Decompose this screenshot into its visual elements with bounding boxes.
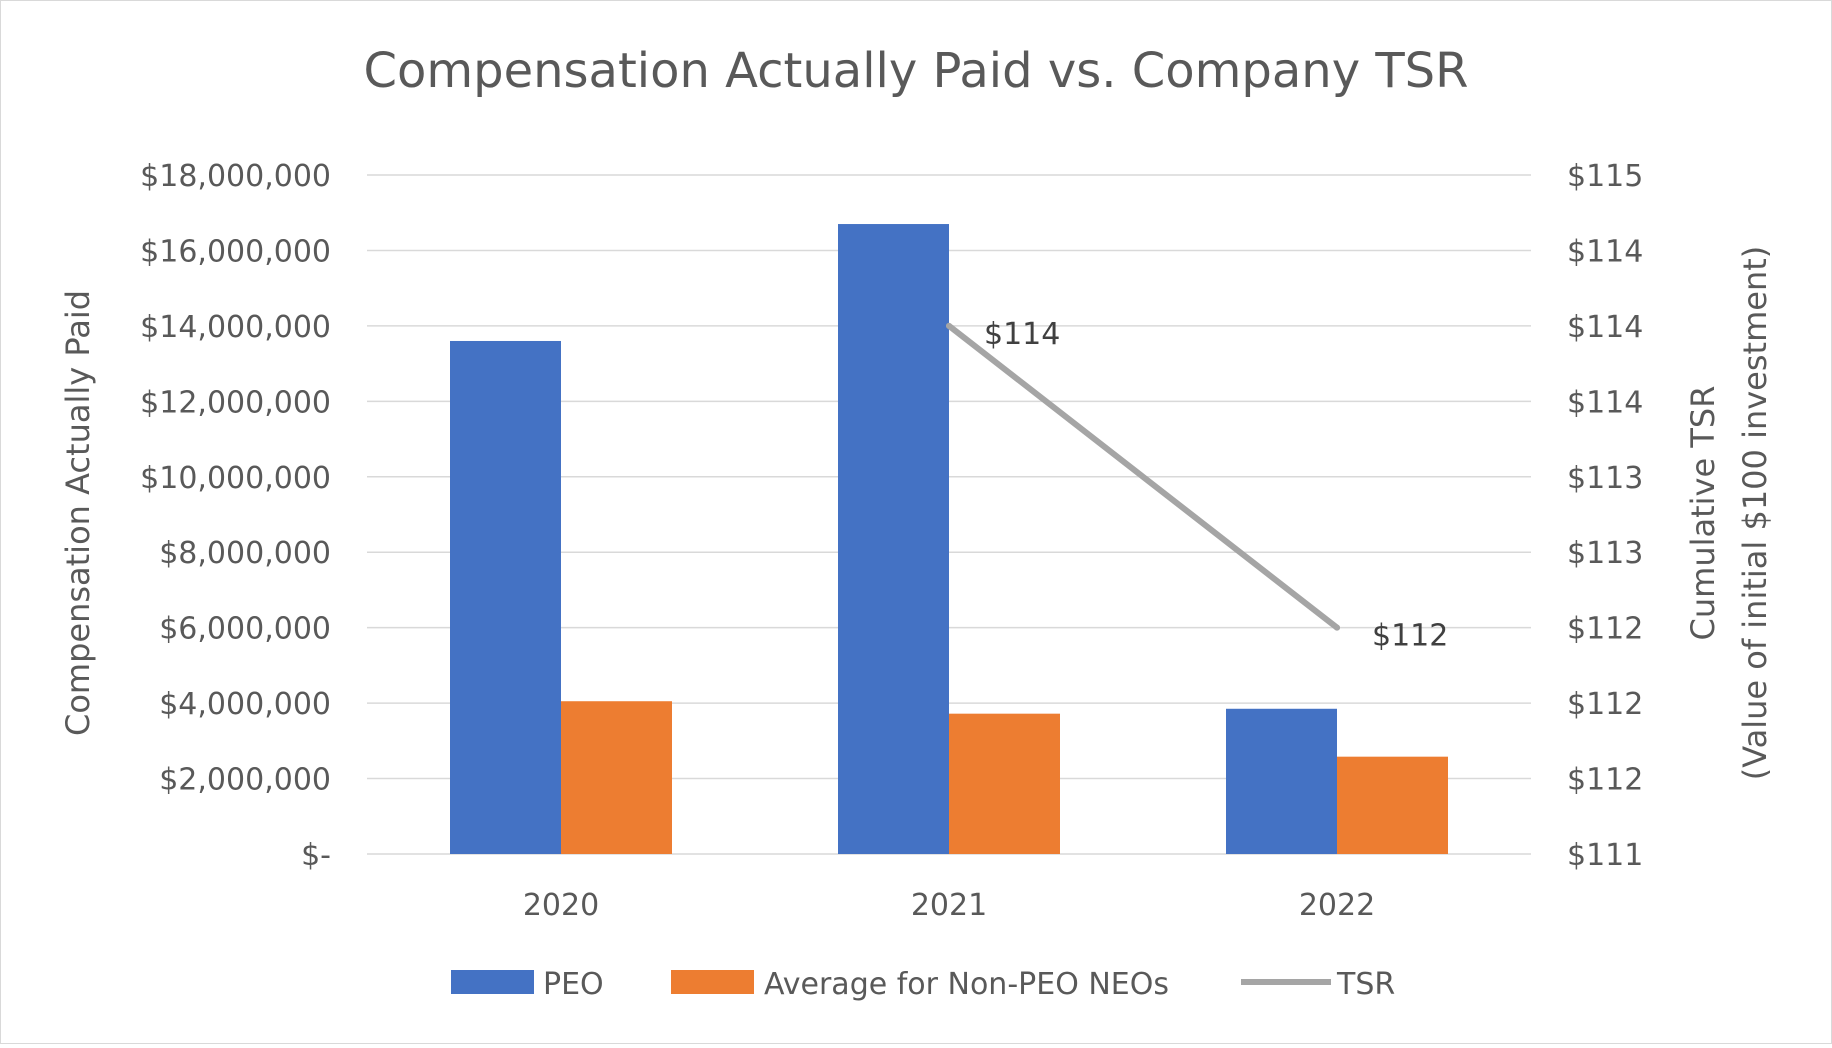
bar-peo-2021 bbox=[838, 224, 949, 855]
y-tick-label-7: $14,000,000 bbox=[140, 310, 331, 345]
y-tick-label-9: $18,000,000 bbox=[140, 159, 331, 194]
left-axis-ticks: $- $2,000,000 $4,000,000 $6,000,000 $8,000,0… bbox=[140, 159, 331, 873]
tsr-line-layer: $114 $112 bbox=[946, 317, 1448, 654]
tsr-data-label-2021: $114 bbox=[984, 317, 1060, 352]
bar-non-peo-2021 bbox=[949, 713, 1060, 854]
tsr-point-2022 bbox=[1334, 624, 1340, 631]
y-tick-label-4: $8,000,000 bbox=[159, 536, 331, 571]
bar-peo-2022 bbox=[1226, 708, 1337, 854]
tsr-line bbox=[946, 322, 1340, 631]
tsr-data-label-2022: $112 bbox=[1372, 619, 1448, 654]
y2-tick-label-8: $114 bbox=[1567, 234, 1643, 269]
bar-peo-2020 bbox=[450, 340, 561, 854]
right-axis-ticks: $111 $112 $112 $112 $113 $113 $114 $114 $114 $115 bbox=[1567, 159, 1643, 873]
y-tick-label-0: $- bbox=[301, 838, 331, 873]
y-tick-label-2: $4,000,000 bbox=[159, 687, 331, 722]
legend-swatch-non-peo bbox=[671, 970, 754, 994]
y2-tick-label-4: $113 bbox=[1567, 536, 1643, 571]
y2-tick-label-7: $114 bbox=[1567, 310, 1643, 345]
tsr-point-2021 bbox=[946, 322, 952, 329]
y2-tick-label-6: $114 bbox=[1567, 385, 1643, 420]
y2-tick-label-1: $112 bbox=[1567, 763, 1643, 798]
y2-axis-title-line1: Cumulative TSR bbox=[1684, 386, 1722, 641]
x-tick-label-2022: 2022 bbox=[1299, 888, 1375, 923]
bar-non-peo-2020 bbox=[561, 701, 672, 854]
y2-tick-label-3: $112 bbox=[1567, 612, 1643, 647]
legend: PEO Average for Non-PEO NEOs TSR bbox=[451, 967, 1395, 1002]
legend-label-tsr: TSR bbox=[1336, 967, 1395, 1002]
legend-label-non-peo: Average for Non-PEO NEOs bbox=[764, 967, 1169, 1002]
y2-axis-title-line2: (Value of initial $100 investment) bbox=[1736, 246, 1774, 781]
y2-tick-label-5: $113 bbox=[1567, 461, 1643, 496]
y2-tick-label-2: $112 bbox=[1567, 687, 1643, 722]
legend-swatch-peo bbox=[451, 970, 534, 994]
y-tick-label-6: $12,000,000 bbox=[140, 385, 331, 420]
bar-non-peo-2022 bbox=[1337, 756, 1448, 854]
x-tick-label-2020: 2020 bbox=[523, 888, 599, 923]
bars bbox=[450, 224, 1448, 855]
y2-tick-label-0: $111 bbox=[1567, 838, 1643, 873]
x-tick-label-2021: 2021 bbox=[911, 888, 987, 923]
y-tick-label-8: $16,000,000 bbox=[140, 234, 331, 269]
y-tick-label-1: $2,000,000 bbox=[159, 763, 331, 798]
x-axis-ticks: 2020 2021 2022 bbox=[523, 888, 1375, 923]
y-tick-label-5: $10,000,000 bbox=[140, 461, 331, 496]
legend-label-peo: PEO bbox=[543, 967, 604, 1002]
y-tick-label-3: $6,000,000 bbox=[159, 612, 331, 647]
chart-title: Compensation Actually Paid vs. Company T… bbox=[363, 43, 1468, 99]
y2-tick-label-9: $115 bbox=[1567, 159, 1643, 194]
y-axis-title: Compensation Actually Paid bbox=[59, 290, 97, 736]
